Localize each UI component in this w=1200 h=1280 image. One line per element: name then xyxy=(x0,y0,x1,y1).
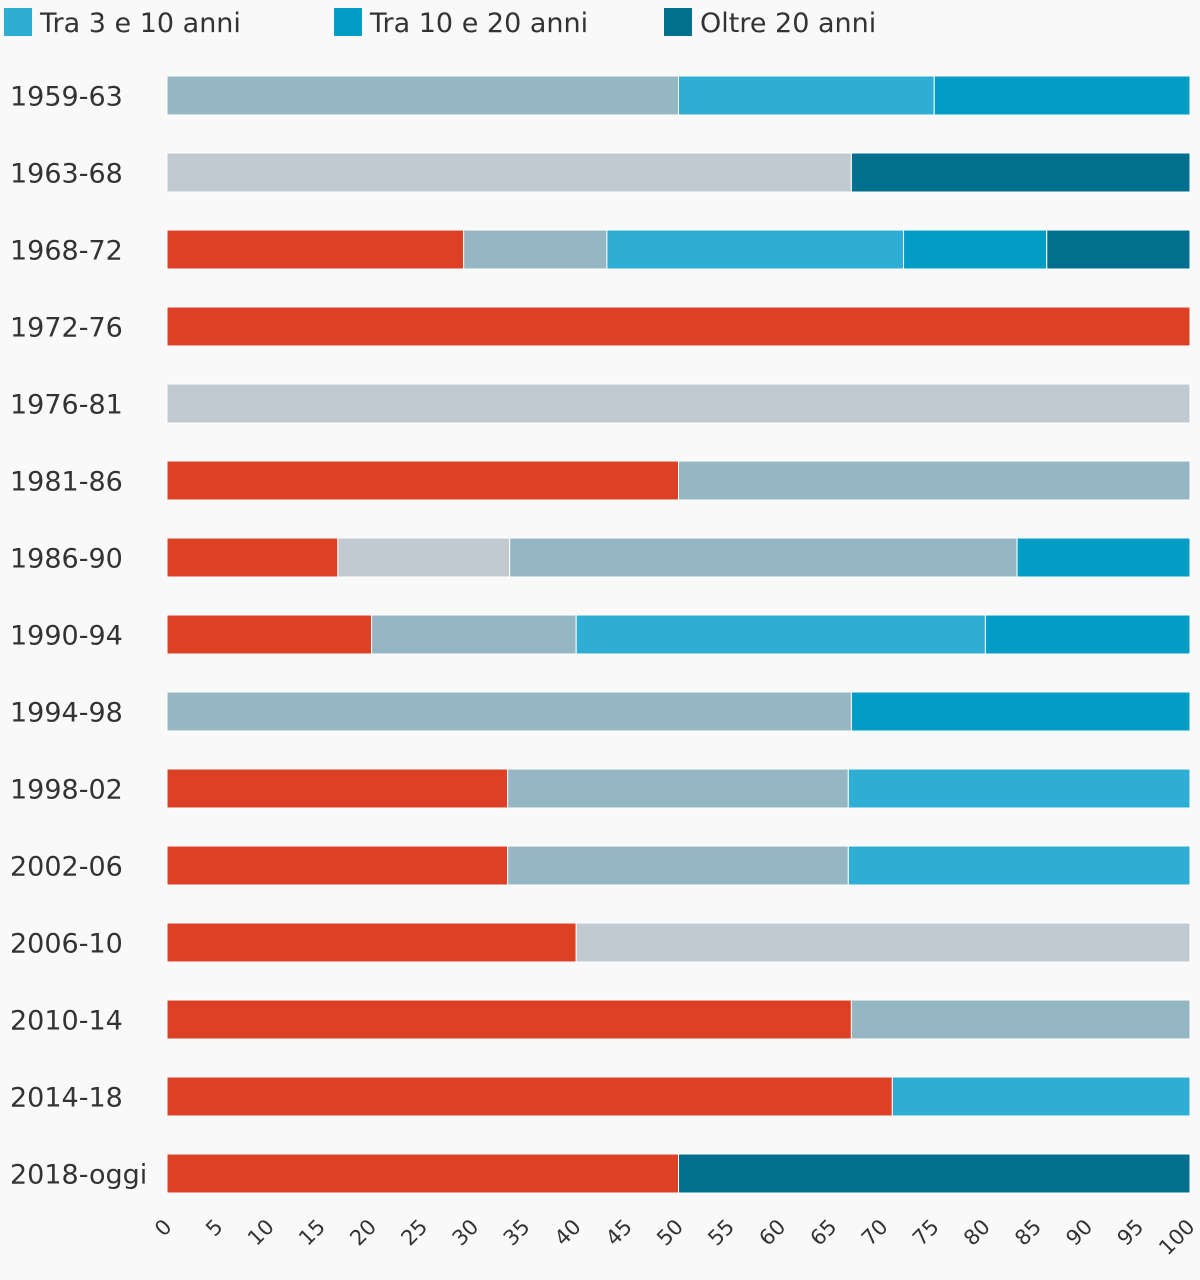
bar-segment-5-2 xyxy=(678,460,1191,501)
bar-segment-2-4 xyxy=(903,229,1048,270)
bar-segment-13-0 xyxy=(166,1076,893,1117)
bar-segment-0-4 xyxy=(933,75,1191,116)
bar-segment-14-0 xyxy=(166,1153,679,1194)
bar-segment-6-1 xyxy=(337,537,511,578)
category-label-0: 1959-63 xyxy=(10,82,123,113)
category-label-3: 1972-76 xyxy=(10,313,123,344)
bar-segment-0-3 xyxy=(678,75,935,116)
bar-segment-6-0 xyxy=(166,537,339,578)
bar-segment-9-3 xyxy=(847,768,1191,809)
bar-segment-7-4 xyxy=(984,614,1191,655)
category-label-5: 1981-86 xyxy=(10,467,123,498)
bar-segment-1-5 xyxy=(850,152,1191,193)
bar-segment-6-4 xyxy=(1016,537,1191,578)
legend-swatch-5 xyxy=(664,8,692,36)
legend-label-4: Tra 10 e 20 anni xyxy=(369,8,588,39)
category-label-10: 2002-06 xyxy=(10,852,123,883)
bar-segment-10-3 xyxy=(847,845,1191,886)
bar-segment-12-0 xyxy=(166,999,852,1040)
category-label-2: 1968-72 xyxy=(10,236,123,267)
bar-segment-6-2 xyxy=(509,537,1018,578)
bar-segment-8-2 xyxy=(166,691,852,732)
legend-label-3: Tra 3 e 10 anni xyxy=(39,8,241,39)
bar-segment-9-2 xyxy=(507,768,849,809)
category-label-9: 1998-02 xyxy=(10,775,123,806)
bar-segment-11-1 xyxy=(575,922,1191,963)
bar-segment-2-3 xyxy=(606,229,905,270)
category-labels: 1959-63 1963-68 1968-72 1972-76 1976-81 1981-… xyxy=(10,82,147,1191)
category-label-12: 2010-14 xyxy=(10,1006,123,1037)
category-label-6: 1986-90 xyxy=(10,544,123,575)
legend: Tra 3 e 10 anni Tra 10 e 20 anni Oltre 20 … xyxy=(4,8,876,39)
legend-swatch-4 xyxy=(334,8,362,36)
bar-segment-2-2 xyxy=(463,229,608,270)
bar-segment-12-2 xyxy=(850,999,1191,1040)
bar-segment-11-0 xyxy=(166,922,577,963)
bar-segment-9-0 xyxy=(166,768,509,809)
bar-segment-8-4 xyxy=(850,691,1191,732)
category-label-11: 2006-10 xyxy=(10,929,123,960)
category-label-4: 1976-81 xyxy=(10,390,123,421)
bar-segment-13-3 xyxy=(891,1076,1191,1117)
bar-segment-7-3 xyxy=(575,614,986,655)
legend-label-5: Oltre 20 anni xyxy=(700,8,876,39)
bar-segment-10-2 xyxy=(507,845,849,886)
bar-segment-2-0 xyxy=(166,229,465,270)
bar-segment-14-5 xyxy=(678,1153,1191,1194)
bar-segment-4-1 xyxy=(166,383,1191,424)
category-label-14: 2018-oggi xyxy=(10,1160,147,1191)
bar-segment-5-0 xyxy=(166,460,679,501)
category-label-8: 1994-98 xyxy=(10,698,123,729)
bar-segment-2-5 xyxy=(1046,229,1191,270)
bar-segment-3-0 xyxy=(166,306,1191,347)
legend-swatch-3 xyxy=(4,8,32,36)
bar-segment-1-1 xyxy=(166,152,852,193)
bars xyxy=(166,75,1191,1194)
bar-segment-0-2 xyxy=(166,75,679,116)
bar-segment-10-0 xyxy=(166,845,509,886)
category-label-13: 2014-18 xyxy=(10,1083,123,1114)
bar-segment-7-2 xyxy=(371,614,577,655)
bar-segment-7-0 xyxy=(166,614,373,655)
category-label-7: 1990-94 xyxy=(10,621,123,652)
category-label-1: 1963-68 xyxy=(10,159,123,190)
